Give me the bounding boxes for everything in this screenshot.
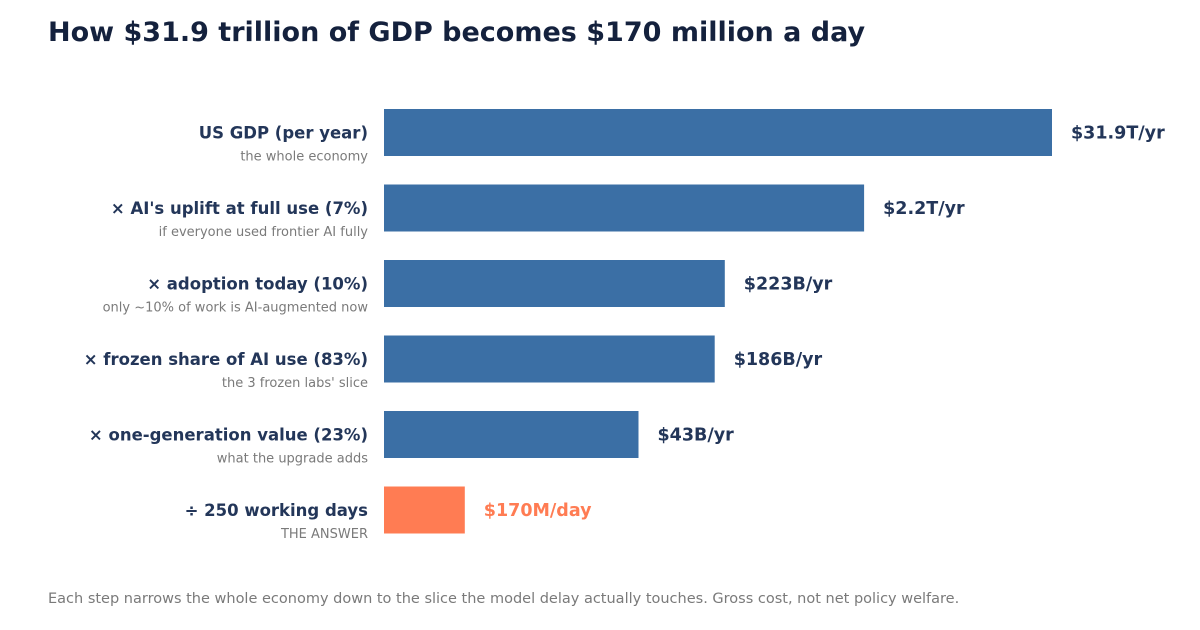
bar-3 — [384, 335, 715, 383]
bar-5 — [384, 486, 465, 534]
bar-4 — [384, 411, 639, 458]
step-sublabel-5: THE ANSWER — [280, 527, 368, 542]
step-sublabel-2: only ~10% of work is AI-augmented now — [103, 301, 369, 316]
step-label-1: × AI's uplift at full use (7%) — [111, 199, 368, 218]
value-label-1: $2.2T/yr — [883, 199, 965, 219]
step-sublabel-3: the 3 frozen labs' slice — [222, 376, 368, 391]
step-sublabel-1: if everyone used frontier AI fully — [159, 225, 369, 240]
value-label-2: $223B/yr — [744, 275, 833, 295]
step-label-2: × adoption today (10%) — [147, 275, 368, 294]
step-label-5: ÷ 250 working days — [185, 501, 369, 520]
step-label-3: × frozen share of AI use (83%) — [84, 350, 368, 369]
step-sublabel-4: what the upgrade adds — [217, 452, 368, 467]
chart-footnote: Each step narrows the whole economy down… — [48, 591, 960, 607]
step-label-4: × one-generation value (23%) — [89, 426, 368, 445]
value-label-0: $31.9T/yr — [1071, 124, 1165, 144]
step-label-0: US GDP (per year) — [199, 124, 368, 143]
bar-0 — [384, 109, 1052, 156]
chart-title: How $31.9 trillion of GDP becomes $170 m… — [48, 17, 866, 48]
bar-1 — [384, 184, 865, 232]
bar-2 — [384, 260, 725, 307]
step-sublabel-0: the whole economy — [240, 150, 368, 165]
value-label-4: $43B/yr — [658, 426, 735, 446]
value-label-3: $186B/yr — [734, 350, 823, 370]
value-label-5: $170M/day — [484, 501, 592, 521]
